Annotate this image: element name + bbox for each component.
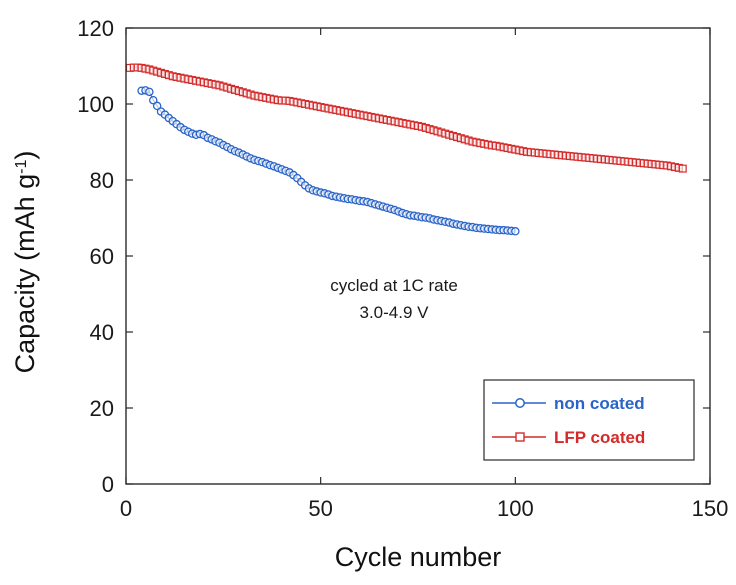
y-tick-label: 60 [90, 244, 114, 269]
y-tick-label: 0 [102, 472, 114, 497]
y-axis-title: Capacity (mAh g-1) [10, 151, 40, 374]
y-axis-title-suffix: ) [10, 151, 40, 160]
y-tick-label: 100 [77, 92, 114, 117]
data-point [149, 95, 158, 105]
annotation-line-1: cycled at 1C rate [330, 276, 458, 295]
data-point [511, 227, 520, 236]
y-axis-title-main: Capacity (mAh g [10, 174, 40, 374]
ticks-layer: 0 50 100 150 0 20 40 60 80 100 120 [77, 16, 728, 521]
legend-item: non coated [492, 394, 645, 413]
data-point [145, 87, 154, 97]
annotation-line-2: 3.0-4.9 V [360, 303, 430, 322]
series-non-coated [137, 86, 520, 236]
x-axis-title: Cycle number [335, 542, 502, 572]
x-tick-label: 0 [120, 496, 132, 521]
series-layer [125, 63, 687, 236]
legend-label: LFP coated [554, 428, 645, 447]
data-point [678, 164, 687, 173]
legend-marker-square [515, 432, 525, 442]
x-tick-label: 150 [692, 496, 729, 521]
legend-box [483, 379, 695, 461]
data-point [152, 101, 162, 111]
y-tick-label: 20 [90, 396, 114, 421]
x-tick-label: 50 [308, 496, 332, 521]
legend-item: LFP coated [492, 428, 645, 447]
x-tick-label: 100 [497, 496, 534, 521]
legend-label: non coated [554, 394, 645, 413]
legend-items: non coated LFP coated [492, 394, 645, 447]
y-axis-title-exponent: -1 [13, 160, 30, 174]
legend-marker-circle [515, 398, 525, 408]
y-tick-label: 80 [90, 168, 114, 193]
y-tick-label: 40 [90, 320, 114, 345]
series-lfp-coated [125, 63, 687, 173]
y-tick-label: 120 [77, 16, 114, 41]
legend: non coated LFP coated [483, 379, 695, 461]
